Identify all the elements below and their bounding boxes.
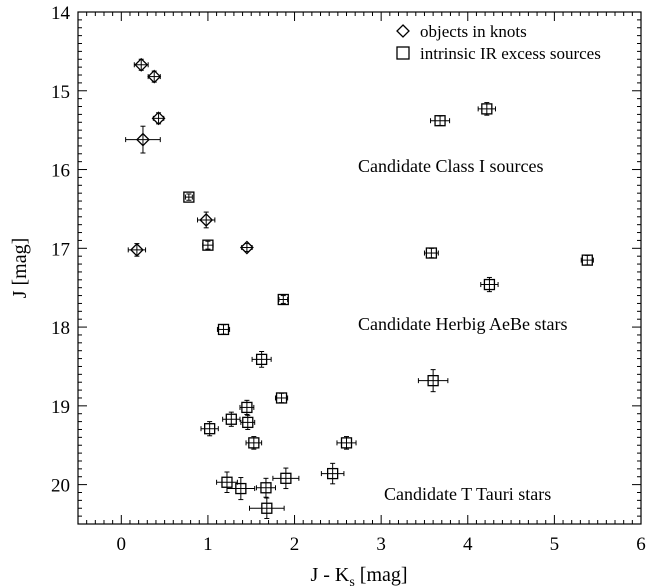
ir-excess-point: [480, 276, 499, 293]
knot-object-point: [127, 242, 147, 257]
y-tick-labels: 14 15 16 17 18 19 20: [51, 3, 71, 497]
data-points: [125, 57, 594, 519]
ir-excess-point: [272, 467, 300, 490]
y-tick-label: 17: [51, 239, 70, 260]
ir-excess-point: [430, 115, 451, 127]
ir-excess-point: [183, 191, 195, 203]
ir-excess-point: [423, 247, 439, 259]
x-tick-label: 0: [117, 534, 127, 555]
ir-excess-point: [226, 477, 256, 501]
x-tick-label: 5: [550, 534, 560, 555]
ir-excess-point: [202, 239, 214, 251]
ir-excess-point: [245, 436, 263, 450]
y-tick-label: 19: [51, 397, 70, 418]
y-axis-label: J [mag]: [9, 238, 31, 299]
y-tick-label: 18: [51, 318, 70, 339]
x-tick-label: 3: [376, 534, 386, 555]
ir-excess-point: [251, 350, 272, 368]
x-tick-label: 4: [463, 534, 473, 555]
ir-excess-point: [239, 399, 255, 416]
legend-entry-objects-in-knots: objects in knots: [420, 22, 527, 41]
ir-excess-point: [277, 293, 289, 306]
ir-excess-point: [477, 102, 496, 116]
ir-excess-point: [200, 421, 219, 437]
legend-diamond-marker: [396, 24, 410, 38]
legend-entry-intrinsic-ir-excess-sources: intrinsic IR excess sources: [420, 44, 601, 63]
ir-excess-point: [240, 414, 256, 430]
y-tick-label: 15: [51, 82, 70, 103]
legend-square-marker: [396, 46, 410, 60]
x-axis-label: J - Ks [mag]: [310, 564, 407, 586]
knot-object-point: [151, 111, 166, 126]
y-tick-label: 16: [51, 161, 70, 182]
knot-object-point: [147, 69, 162, 84]
annotation-class-i: Candidate Class I sources: [358, 156, 543, 176]
knot-object-point: [239, 240, 254, 255]
ir-excess-point: [320, 462, 345, 485]
ir-excess-point: [580, 254, 594, 266]
annotation-herbig-aebe: Candidate Herbig AeBe stars: [358, 314, 567, 334]
knot-object-point: [133, 57, 149, 72]
ir-excess-point: [417, 369, 449, 393]
ir-excess-point: [255, 477, 276, 498]
x-tick-labels: 0 1 2 3 4 5 6: [117, 534, 646, 555]
x-tick-label: 1: [203, 534, 213, 555]
axis-ticks: [77, 11, 642, 525]
annotation-t-tauri: Candidate T Tauri stars: [384, 484, 551, 504]
knot-object-point: [197, 211, 216, 229]
ir-excess-point: [248, 497, 285, 519]
ir-excess-point: [222, 411, 241, 427]
y-tick-label: 14: [51, 3, 71, 24]
legend: objects in knots intrinsic IR excess sou…: [396, 22, 601, 63]
ir-excess-point: [274, 392, 289, 404]
knot-object-point: [125, 125, 161, 154]
x-tick-label: 6: [636, 534, 646, 555]
plot-frame: [77, 11, 642, 525]
ir-excess-point: [216, 323, 231, 336]
x-tick-label: 2: [290, 534, 300, 555]
y-tick-label: 20: [51, 476, 70, 497]
ir-excess-point: [336, 436, 357, 450]
